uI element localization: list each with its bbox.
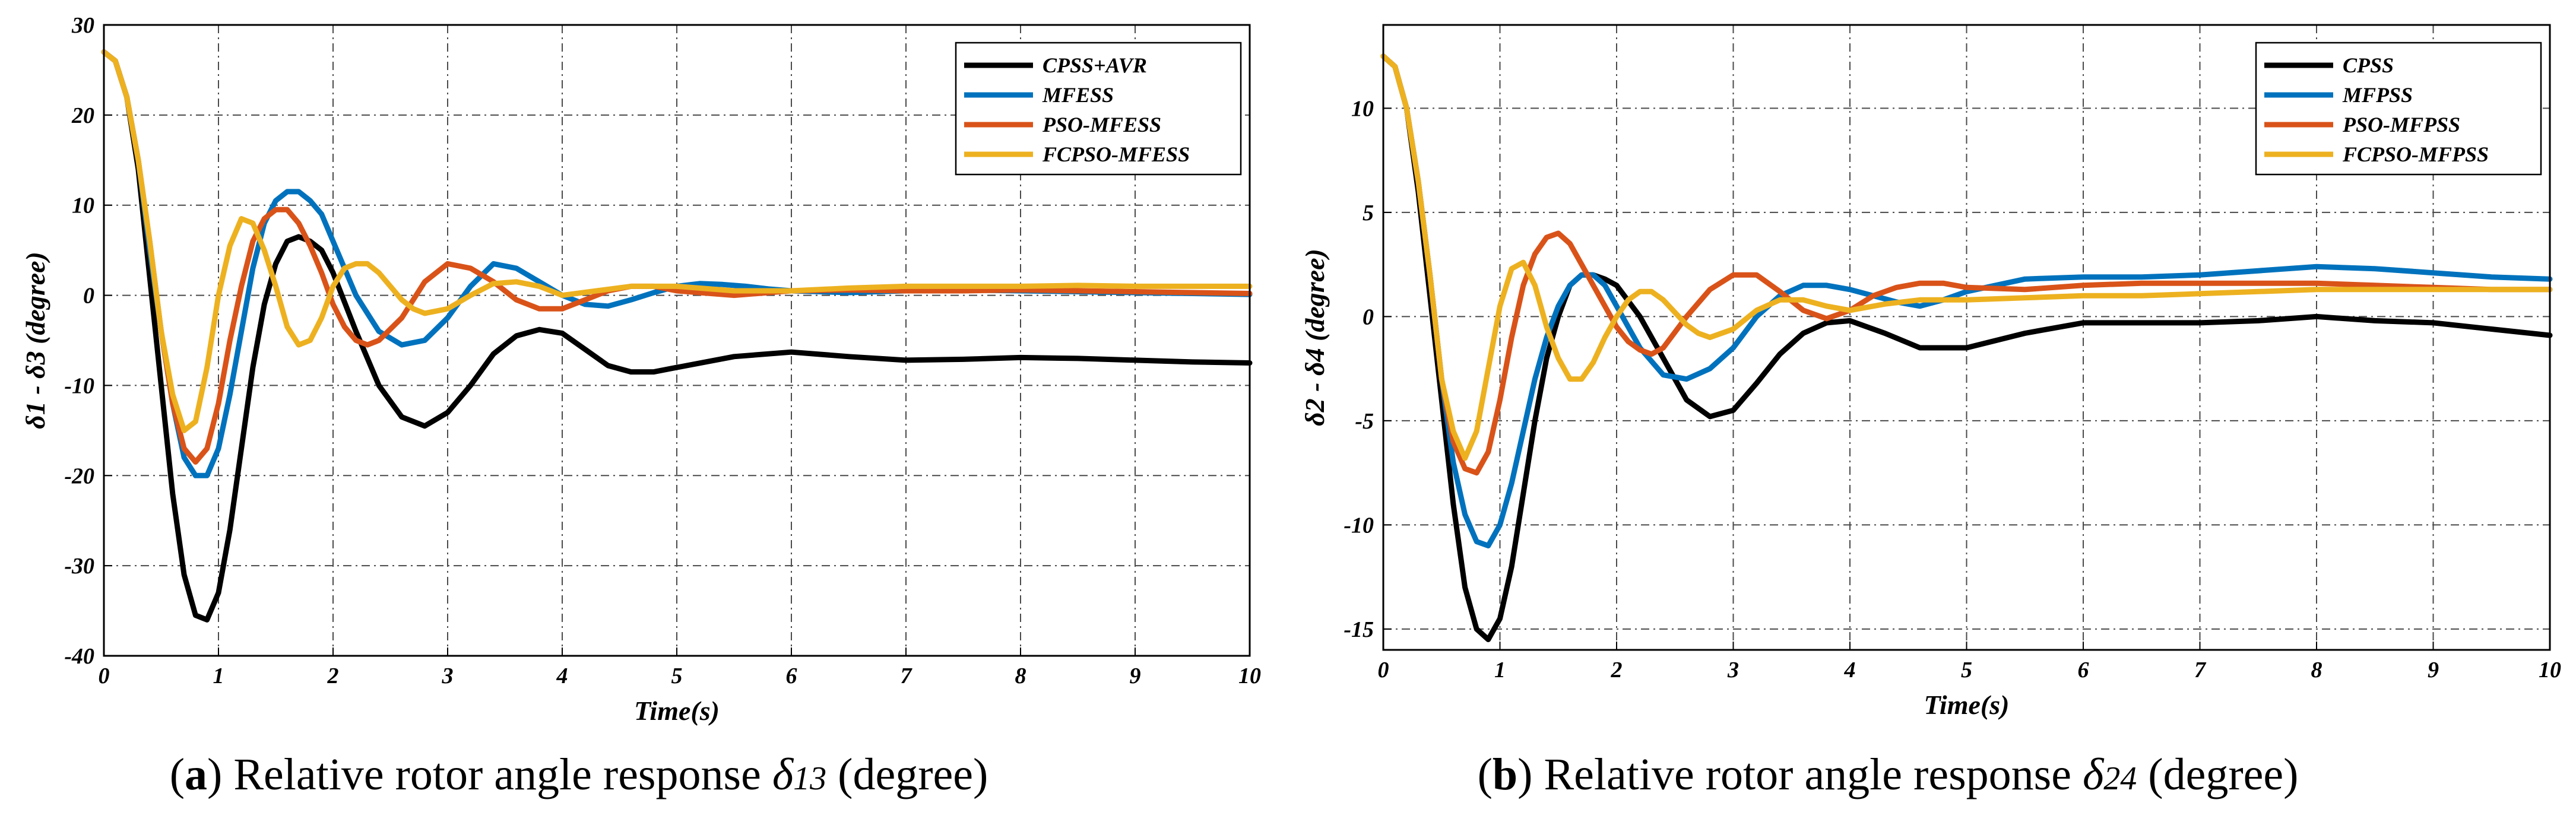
y-tick-label-a-6: 20	[71, 103, 94, 128]
series-line-a-3	[101, 49, 1253, 433]
chart-a: 0 1 2 3 4 5 6 7 8 9 10 -40 -30 -20 -10 0 10 20 30 Time(s) δ1…	[20, 13, 1261, 726]
legend-label-b-1: MFPSS	[2342, 83, 2413, 107]
caption-a-subscript: 13	[793, 760, 826, 797]
caption-b-subscript: 24	[2103, 760, 2137, 797]
y-tick-label-b-3: 0	[1363, 304, 1374, 329]
x-tick-label-b-9: 9	[2428, 658, 2439, 683]
series-line-b-0	[1380, 53, 2553, 642]
y-tick-label-b-0: -15	[1344, 617, 1374, 642]
caption-a: (a) Relative rotor angle response δ13 (d…	[170, 750, 988, 799]
y-axis-label-b: δ2 - δ4 (degree)	[1300, 249, 1330, 426]
x-tick-label-a-0: 0	[99, 664, 110, 688]
series-line-b-2	[1380, 53, 2553, 476]
x-tick-label-b-0: 0	[1378, 658, 1389, 683]
y-tick-label-b-2: -5	[1355, 409, 1374, 434]
caption-a-unit: (degree)	[826, 750, 988, 799]
x-tick-label-b-3: 3	[1727, 658, 1739, 683]
caption-a-symbol: δ	[772, 750, 794, 799]
legend-label-a-1: MFESS	[1042, 83, 1114, 107]
x-tick-label-b-4: 4	[1844, 658, 1856, 683]
x-tick-label-b-5: 5	[1961, 658, 1972, 683]
caption-b-unit: (degree)	[2137, 750, 2298, 799]
legend-label-a-3: FCPSO-MFESS	[1042, 142, 1190, 166]
legend-label-b-2: PSO-MFPSS	[2342, 113, 2460, 137]
legend-label-b-3: FCPSO-MFPSS	[2342, 142, 2489, 166]
x-tick-label-a-3: 3	[442, 664, 454, 688]
caption-b-text: Relative rotor angle response	[1532, 750, 2082, 799]
x-tick-label-b-1: 1	[1494, 658, 1506, 683]
legend-label-b-0: CPSS	[2343, 53, 2394, 77]
x-tick-label-a-7: 7	[901, 664, 913, 688]
x-tick-label-a-4: 4	[556, 664, 568, 688]
y-tick-label-a-3: -10	[64, 373, 94, 398]
y-tick-label-a-5: 10	[72, 193, 94, 218]
x-tick-label-a-10: 10	[1238, 664, 1261, 688]
x-tick-label-b-6: 6	[2078, 658, 2089, 683]
caption-b: (b) Relative rotor angle response δ24 (d…	[1478, 750, 2299, 799]
y-tick-label-a-4: 0	[83, 284, 94, 309]
x-tick-label-a-1: 1	[213, 664, 224, 688]
legend-label-a-0: CPSS+AVR	[1043, 53, 1147, 77]
x-axis-label-b: Time(s)	[1924, 690, 2010, 720]
x-tick-label-b-8: 8	[2311, 658, 2322, 683]
y-tick-label-b-5: 10	[1351, 96, 1374, 121]
y-tick-label-a-0: -40	[64, 644, 94, 669]
x-tick-label-a-8: 8	[1015, 664, 1026, 688]
x-tick-label-a-5: 5	[671, 664, 683, 688]
x-tick-label-a-2: 2	[327, 664, 339, 688]
x-tick-label-b-2: 2	[1611, 658, 1623, 683]
caption-b-symbol: δ	[2083, 750, 2105, 799]
caption-a-text: Relative rotor angle response	[222, 750, 772, 799]
series-line-b-3	[1380, 53, 2553, 461]
chart-b: 0 1 2 3 4 5 6 7 8 9 10 -15 -10 -5 0 5 10 Time(s) δ2 - δ4 (…	[1300, 24, 2561, 720]
y-tick-label-b-4: 5	[1363, 201, 1374, 226]
x-tick-label-a-6: 6	[786, 664, 797, 688]
series-line-b-1	[1380, 53, 2553, 548]
series-line-a-0	[101, 49, 1253, 623]
y-tick-label-b-1: -10	[1344, 513, 1374, 538]
legend-label-a-2: PSO-MFESS	[1042, 113, 1161, 137]
x-tick-label-b-7: 7	[2194, 658, 2207, 683]
x-tick-label-b-10: 10	[2539, 658, 2561, 683]
x-axis-label-a: Time(s)	[634, 696, 720, 726]
y-tick-label-a-1: -30	[64, 554, 94, 579]
caption-a-letter: a	[185, 750, 207, 799]
y-tick-label-a-7: 30	[71, 13, 94, 38]
y-axis-label-a: δ1 - δ3 (degree)	[20, 252, 50, 429]
y-tick-label-a-2: -20	[64, 464, 94, 488]
x-tick-label-a-9: 9	[1130, 664, 1141, 688]
caption-b-letter: b	[1493, 750, 1517, 799]
